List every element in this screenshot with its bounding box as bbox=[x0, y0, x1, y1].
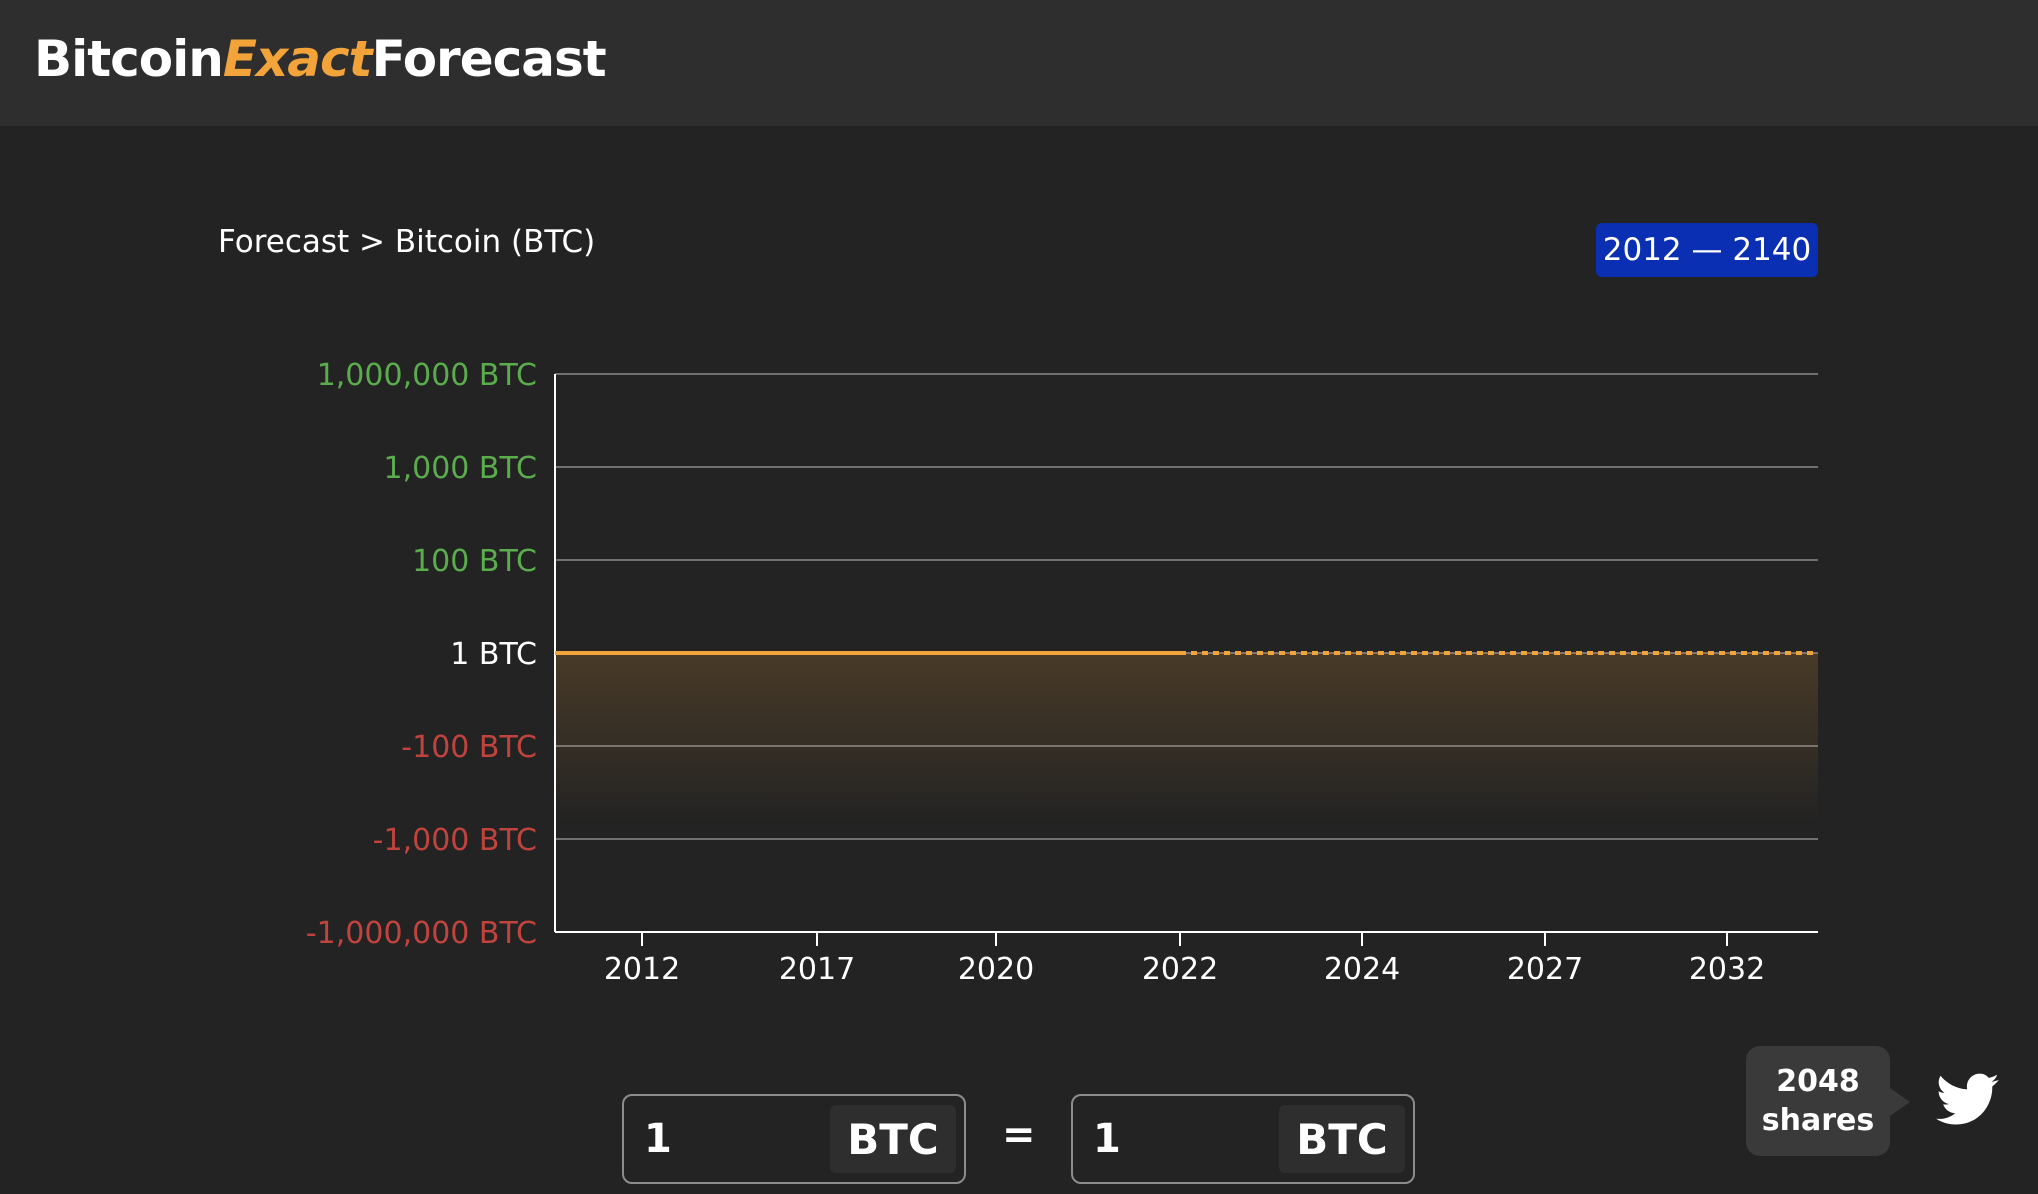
from-unit-select[interactable]: BTC bbox=[830, 1105, 956, 1173]
logo-part-exact: Exact bbox=[222, 30, 373, 88]
to-amount-input[interactable] bbox=[1093, 1112, 1253, 1166]
share-count: 2048 bbox=[1776, 1064, 1860, 1099]
x-tick-label: 2012 bbox=[604, 952, 680, 987]
forecast-area bbox=[555, 653, 1818, 823]
y-tick-label: -100 BTC bbox=[401, 730, 537, 765]
equals-sign: = bbox=[1002, 1112, 1036, 1158]
site-logo[interactable]: BitcoinExactForecast bbox=[34, 30, 607, 88]
y-tick-label: 100 BTC bbox=[412, 544, 537, 579]
x-tick-label: 2027 bbox=[1507, 952, 1583, 987]
y-tick-label: -1,000 BTC bbox=[373, 823, 537, 858]
logo-part-forecast: Forecast bbox=[371, 30, 607, 88]
forecast-chart: 1,000,000 BTC 1,000 BTC 100 BTC 1 BTC -100 B… bbox=[306, 358, 1818, 987]
y-tick-label: 1 BTC bbox=[450, 637, 537, 672]
x-tick-label: 2020 bbox=[958, 952, 1034, 987]
date-range-badge[interactable]: 2012 — 2140 bbox=[1596, 223, 1818, 277]
from-amount-input[interactable] bbox=[644, 1112, 804, 1166]
y-tick-label: 1,000,000 BTC bbox=[317, 358, 537, 393]
share-count-bubble: 2048 shares bbox=[1746, 1046, 1910, 1156]
site-header: BitcoinExactForecast bbox=[0, 0, 2038, 126]
twitter-icon[interactable] bbox=[1936, 1072, 2000, 1128]
share-label: shares bbox=[1761, 1103, 1875, 1138]
y-tick-label: -1,000,000 BTC bbox=[306, 916, 537, 951]
to-converter: BTC bbox=[1071, 1094, 1415, 1184]
y-tick-label: 1,000 BTC bbox=[383, 451, 537, 486]
logo-part-bitcoin: Bitcoin bbox=[34, 30, 224, 88]
x-tick-label: 2017 bbox=[779, 952, 855, 987]
breadcrumb: Forecast > Bitcoin (BTC) bbox=[218, 224, 596, 260]
to-unit-select[interactable]: BTC bbox=[1279, 1105, 1405, 1173]
x-tick-label: 2032 bbox=[1689, 952, 1765, 987]
from-converter: BTC bbox=[622, 1094, 966, 1184]
x-tick-label: 2022 bbox=[1142, 952, 1218, 987]
x-tick-label: 2024 bbox=[1324, 952, 1400, 987]
